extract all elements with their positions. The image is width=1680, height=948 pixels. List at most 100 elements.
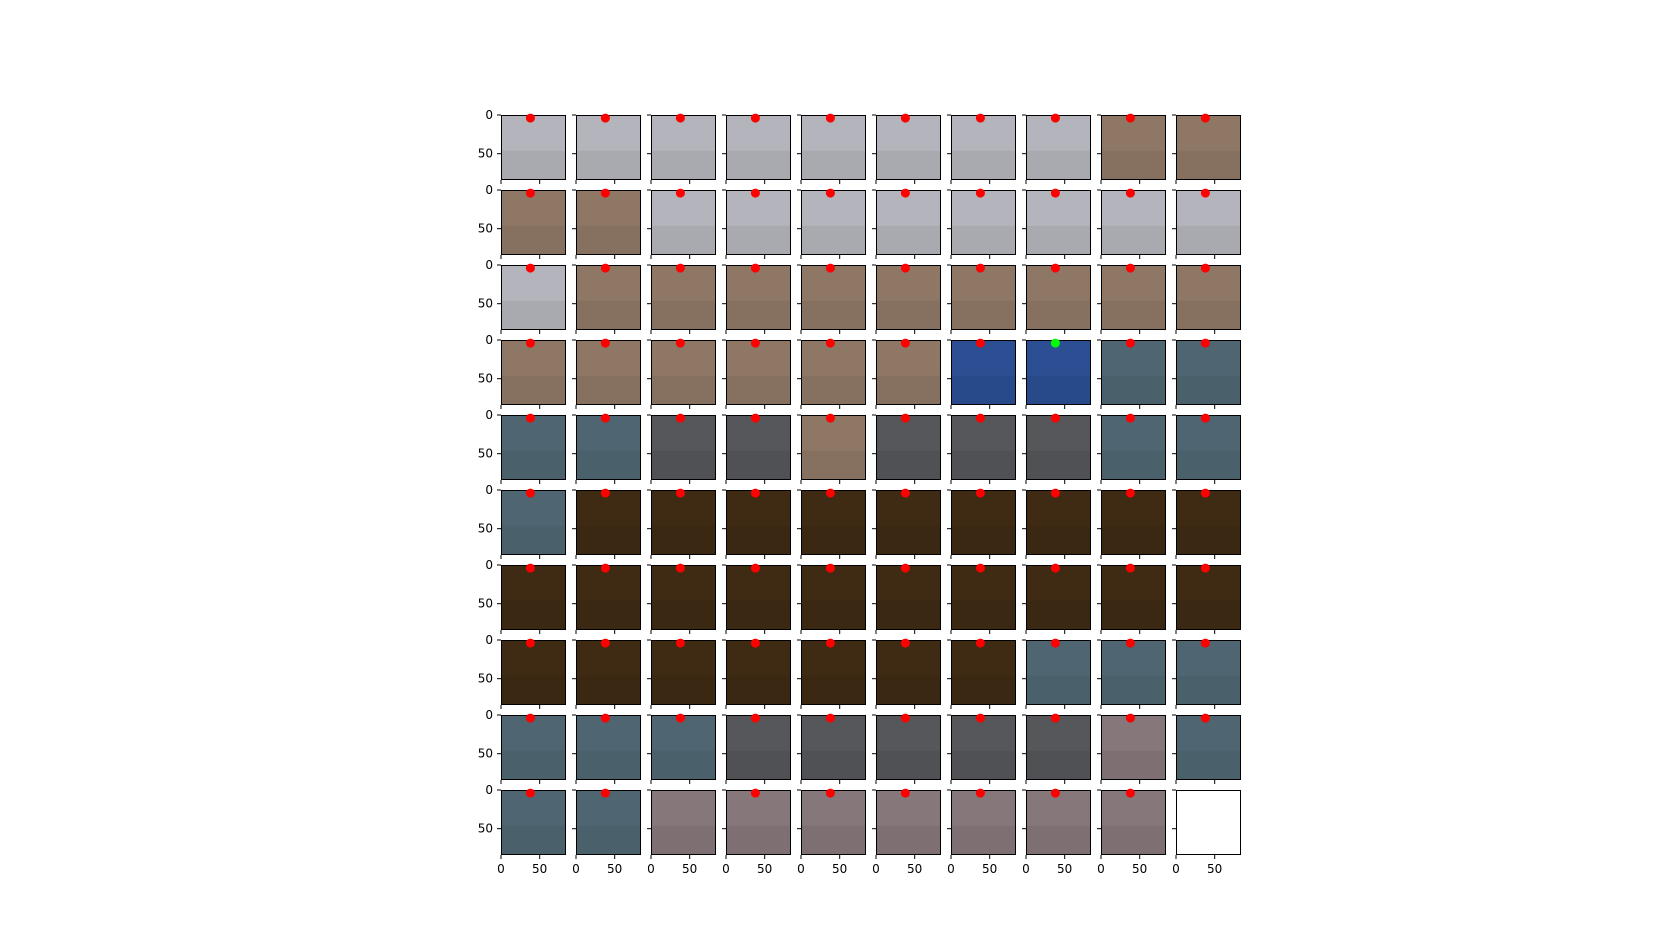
tile-shade xyxy=(501,675,566,705)
image-tile xyxy=(876,640,941,705)
tile-shade xyxy=(951,750,1016,780)
marker-dot xyxy=(1200,263,1210,273)
tile-shade xyxy=(876,375,941,405)
tile-shade xyxy=(801,525,866,555)
subplot-r3-c3 xyxy=(722,338,791,409)
x-tick-label: 50 xyxy=(907,862,922,876)
subplot-r4-c9 xyxy=(1172,413,1241,484)
tile-shade xyxy=(801,600,866,630)
x-tick-label: 0 xyxy=(647,862,655,876)
tile-shade xyxy=(501,225,566,255)
subplot-r2-c7 xyxy=(1022,263,1091,334)
marker-dot xyxy=(1050,563,1060,573)
tile-shade xyxy=(1176,300,1241,330)
marker-dot xyxy=(525,563,535,573)
marker-dot xyxy=(975,563,985,573)
tile-shade xyxy=(1026,300,1091,330)
subplot-r8-c9 xyxy=(1172,713,1241,784)
image-tile xyxy=(651,565,716,630)
subplot-r9-c3: 0 50 xyxy=(722,788,791,876)
image-tile xyxy=(726,790,791,855)
subplot-r8-c6 xyxy=(947,713,1016,784)
image-tile xyxy=(951,790,1016,855)
marker-dot xyxy=(600,338,610,348)
image-tile xyxy=(1176,490,1241,555)
marker-dot xyxy=(1050,413,1060,423)
subplot-r7-c0: 0 50 xyxy=(478,633,566,709)
tile-shade xyxy=(726,675,791,705)
tile-shade xyxy=(1101,825,1166,855)
subplot-r7-c8 xyxy=(1097,638,1166,709)
marker-dot xyxy=(675,338,685,348)
marker-dot xyxy=(825,413,835,423)
image-tile xyxy=(1176,340,1241,405)
subplot-r8-c1 xyxy=(572,713,641,784)
subplot-r5-c5 xyxy=(872,488,941,559)
subplot-r1-c8 xyxy=(1097,188,1166,259)
marker-dot xyxy=(900,788,910,798)
y-tick-label: 50 xyxy=(478,822,493,836)
tile-shade xyxy=(1026,375,1091,405)
subplot-r3-c9 xyxy=(1172,338,1241,409)
tile-shade xyxy=(1101,225,1166,255)
image-tile xyxy=(801,340,866,405)
image-tile xyxy=(576,190,641,255)
subplot-r4-c1 xyxy=(572,413,641,484)
subplot-r4-c6 xyxy=(947,413,1016,484)
subplot-r1-c0: 0 50 xyxy=(478,183,566,259)
image-tile xyxy=(651,790,716,855)
subplot-r5-c3 xyxy=(722,488,791,559)
subplot-r2-c6 xyxy=(947,263,1016,334)
y-tick-label: 50 xyxy=(478,747,493,761)
tile-shade xyxy=(726,525,791,555)
subplot-r5-c4 xyxy=(797,488,866,559)
subplot-r4-c8 xyxy=(1097,413,1166,484)
tile-shade xyxy=(876,675,941,705)
marker-dot xyxy=(750,413,760,423)
tile-shade xyxy=(651,375,716,405)
tile-shade xyxy=(501,750,566,780)
tile-shade xyxy=(651,300,716,330)
marker-dot xyxy=(1125,188,1135,198)
subplot-frame xyxy=(651,790,716,855)
image-tile xyxy=(501,715,566,780)
marker-dot xyxy=(750,263,760,273)
image-tile xyxy=(801,640,866,705)
tile-shade xyxy=(1176,675,1241,705)
subplot-r9-c1: 0 50 xyxy=(572,788,641,876)
marker-dot xyxy=(825,638,835,648)
marker-dot xyxy=(600,113,610,123)
y-tick-label: 0 xyxy=(485,408,493,422)
image-tile xyxy=(951,640,1016,705)
tile-shade xyxy=(726,450,791,480)
image-tile xyxy=(1026,790,1091,855)
tile-shade xyxy=(501,375,566,405)
image-tile xyxy=(876,190,941,255)
marker-dot xyxy=(525,413,535,423)
tile-shade xyxy=(801,825,866,855)
x-tick-label: 0 xyxy=(797,862,805,876)
y-tick-label: 0 xyxy=(485,108,493,122)
image-tile xyxy=(726,715,791,780)
image-tile xyxy=(576,265,641,330)
tile-shade xyxy=(1176,525,1241,555)
x-tick-label: 50 xyxy=(1132,862,1147,876)
tile-shade xyxy=(576,450,641,480)
y-tick-label: 0 xyxy=(485,783,493,797)
marker-dot xyxy=(675,188,685,198)
marker-dot xyxy=(1200,188,1210,198)
tile-shade xyxy=(951,525,1016,555)
tile-shade xyxy=(1176,450,1241,480)
image-tile xyxy=(1176,715,1241,780)
marker-dot xyxy=(975,413,985,423)
subplot-r8-c4 xyxy=(797,713,866,784)
subplot-r1-c7 xyxy=(1022,188,1091,259)
subplot-r0-c0: 0 50 xyxy=(478,108,566,184)
tile-shade xyxy=(1026,675,1091,705)
marker-dot xyxy=(600,413,610,423)
subplot-r1-c6 xyxy=(947,188,1016,259)
tile-shade xyxy=(876,600,941,630)
image-tile xyxy=(951,190,1016,255)
tile-shade xyxy=(651,675,716,705)
